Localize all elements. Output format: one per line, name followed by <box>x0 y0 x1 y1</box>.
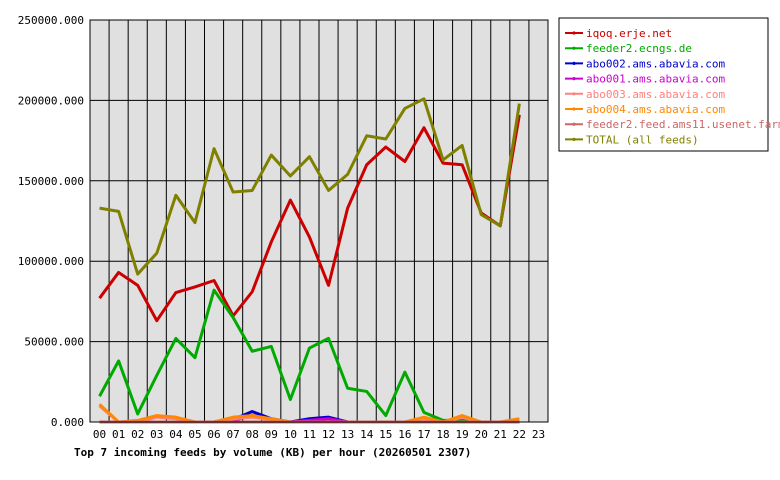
y-tick-label: 100000.000 <box>18 255 84 268</box>
x-tick-label: 01 <box>112 428 125 441</box>
legend-label: feeder2.feed.ams11.usenet.farm <box>586 118 780 131</box>
y-tick-label: 0.000 <box>51 416 84 429</box>
legend-marker <box>572 122 576 126</box>
x-tick-label: 06 <box>207 428 220 441</box>
legend-marker <box>572 92 576 96</box>
legend-label: feeder2.ecngs.de <box>586 42 692 55</box>
x-tick-label: 03 <box>150 428 163 441</box>
x-tick-label: 10 <box>284 428 297 441</box>
legend-box <box>558 17 769 152</box>
legend-marker <box>572 31 576 35</box>
x-tick-label: 21 <box>494 428 507 441</box>
x-tick-label: 13 <box>341 428 354 441</box>
x-tick-label: 08 <box>246 428 259 441</box>
legend-marker <box>572 61 576 65</box>
series-line <box>99 97 521 276</box>
legend-marker <box>572 137 576 141</box>
legend-label: abo003.ams.abavia.com <box>586 88 725 101</box>
x-tick-label: 22 <box>513 428 526 441</box>
legend-marker <box>572 77 576 81</box>
x-tick-label: 11 <box>303 428 316 441</box>
x-tick-label: 14 <box>360 428 374 441</box>
y-tick-label: 150000.000 <box>18 175 84 188</box>
x-tick-label: 20 <box>475 428 488 441</box>
series-line <box>98 114 521 323</box>
legend-label: TOTAL (all feeds) <box>586 133 699 146</box>
x-tick-label: 09 <box>265 428 278 441</box>
plot-frame <box>89 19 549 423</box>
legend-label: abo001.ams.abavia.com <box>586 73 725 86</box>
x-tick-label: 02 <box>131 428 144 441</box>
chart-title: Top 7 incoming feeds by volume (KB) per … <box>74 446 471 459</box>
x-tick-label: 23 <box>532 428 545 441</box>
y-tick-label: 250000.000 <box>18 14 84 27</box>
x-tick-label: 00 <box>93 428 106 441</box>
legend-label: iqoq.erje.net <box>586 27 672 40</box>
legend-label: abo004.ams.abavia.com <box>586 103 725 116</box>
x-tick-labels: 00 01 02 03 04 05 06 07 08 09 10 11 12 13 14 15 16 17 18 19… <box>93 428 545 441</box>
x-tick-label: 16 <box>398 428 411 441</box>
x-tick-label: 12 <box>322 428 335 441</box>
legend-marker <box>572 46 576 50</box>
x-tick-label: 15 <box>379 428 392 441</box>
x-tick-label: 18 <box>436 428 449 441</box>
y-tick-label: 200000.000 <box>18 94 84 107</box>
y-tick-labels: 0.000 50000.000 100000.000 150000.000 200000… <box>18 14 84 429</box>
legend-marker <box>572 107 576 111</box>
legend-label: abo002.ams.abavia.com <box>586 57 725 70</box>
x-tick-label: 05 <box>188 428 201 441</box>
x-tick-label: 19 <box>456 428 469 441</box>
x-tick-label: 04 <box>169 428 183 441</box>
legend: iqoq.erje.net feeder2.ecngs.de abo002.ams.… <box>558 17 780 152</box>
x-tick-label: 07 <box>227 428 240 441</box>
x-tick-label: 17 <box>417 428 430 441</box>
y-tick-label: 50000.000 <box>24 336 84 349</box>
